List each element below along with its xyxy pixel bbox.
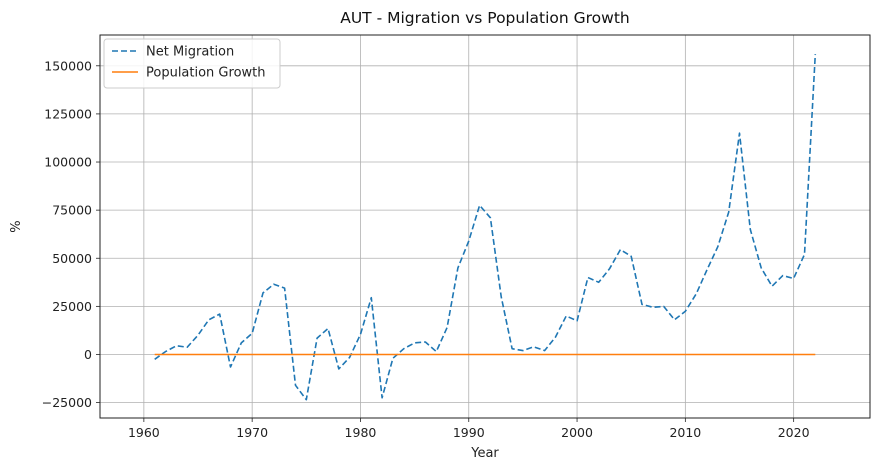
chart-title: AUT - Migration vs Population Growth bbox=[340, 9, 630, 27]
legend: Net Migration Population Growth bbox=[103, 38, 281, 89]
series-line-net-migration bbox=[154, 54, 817, 401]
x-tick-label: 2020 bbox=[778, 425, 810, 440]
plot-lines bbox=[154, 54, 817, 401]
axis-ticks: 1960 1970 1980 1990 2000 2010 2020 −25000 0 25000… bbox=[42, 58, 810, 440]
x-tick-label: 1960 bbox=[128, 425, 160, 440]
y-tick-label: 50000 bbox=[52, 251, 92, 266]
y-tick-label: 150000 bbox=[44, 58, 92, 73]
legend-label-population-growth: Population Growth bbox=[146, 66, 266, 81]
grid bbox=[100, 35, 870, 418]
y-tick-label: 25000 bbox=[52, 299, 92, 314]
legend-box bbox=[103, 38, 281, 89]
y-tick-label: −25000 bbox=[42, 395, 92, 410]
y-tick-label: 0 bbox=[84, 347, 92, 362]
y-axis-label: % bbox=[9, 220, 24, 232]
plot-frame bbox=[99, 34, 871, 419]
y-tick-label: 75000 bbox=[52, 203, 92, 218]
x-tick-label: 2000 bbox=[561, 425, 593, 440]
x-axis-label: Year bbox=[470, 446, 499, 461]
x-tick-label: 1970 bbox=[236, 425, 268, 440]
legend-label-net-migration: Net Migration bbox=[146, 45, 234, 60]
y-tick-label: 125000 bbox=[44, 106, 92, 121]
x-tick-label: 1980 bbox=[345, 425, 377, 440]
x-tick-label: 2010 bbox=[669, 425, 701, 440]
x-tick-label: 1990 bbox=[453, 425, 485, 440]
y-tick-label: 100000 bbox=[44, 155, 92, 170]
